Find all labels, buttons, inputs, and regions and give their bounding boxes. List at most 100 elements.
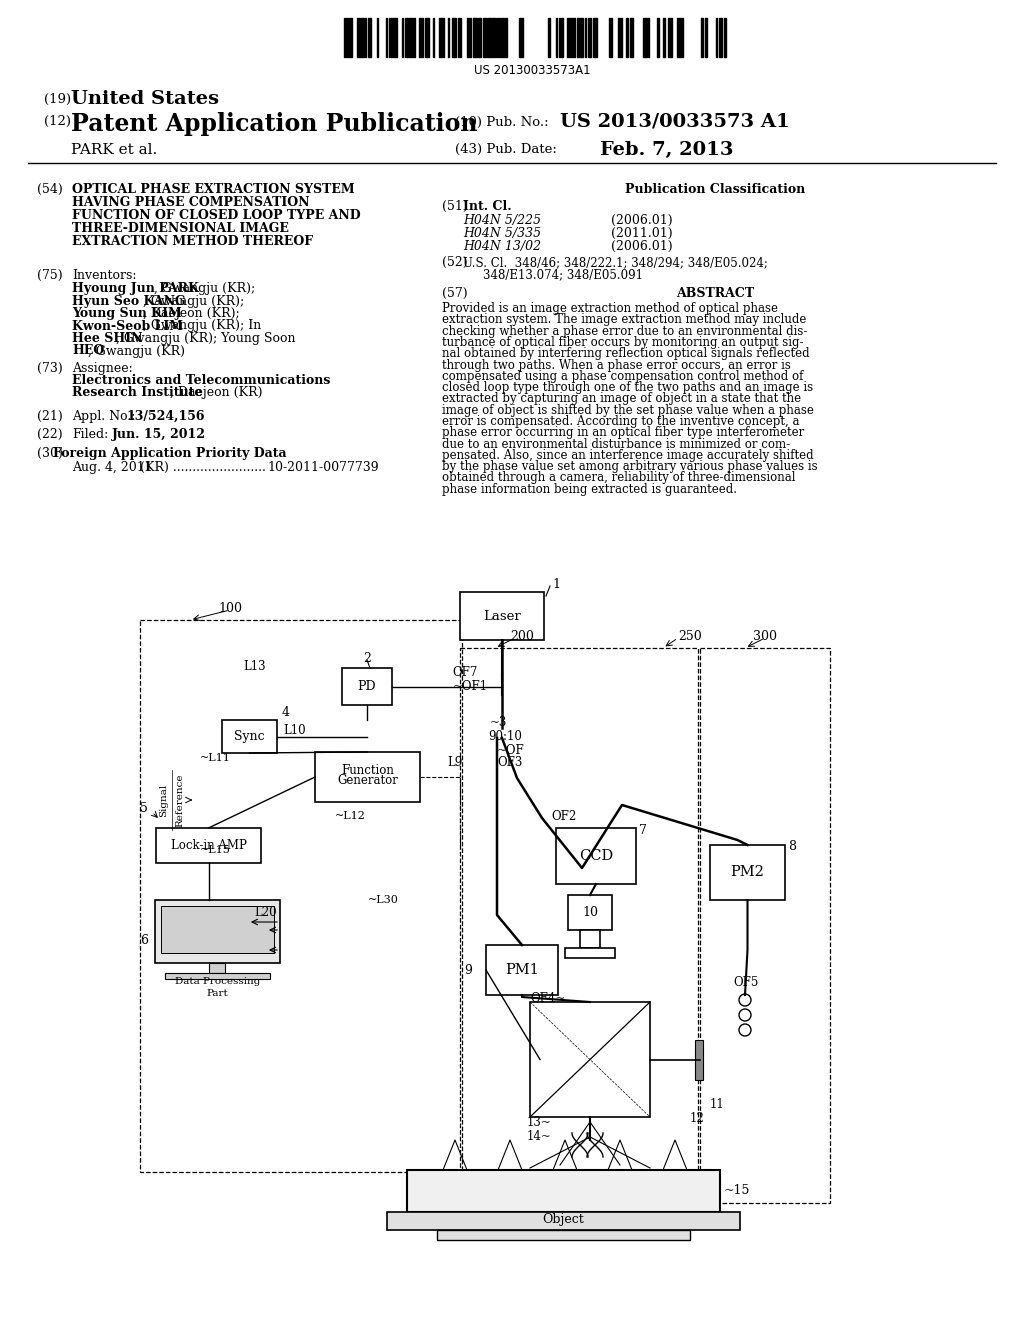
Text: U.S. Cl.  348/46; 348/222.1; 348/294; 348/E05.024;: U.S. Cl. 348/46; 348/222.1; 348/294; 348… [463,256,768,269]
Text: Appl. No.:: Appl. No.: [72,411,139,422]
Text: 200: 200 [510,630,534,643]
Text: United States: United States [71,90,219,108]
Text: (30): (30) [37,447,62,459]
Text: , Daejeon (KR);: , Daejeon (KR); [143,308,240,319]
Text: Part: Part [207,989,228,998]
Text: Filed:: Filed: [72,428,109,441]
Text: 10-2011-0077739: 10-2011-0077739 [267,461,379,474]
Bar [156,828,261,863]
Bar [568,895,612,931]
Text: image of object is shifted by the set phase value when a phase: image of object is shifted by the set ph… [442,404,814,417]
Text: (52): (52) [442,256,468,269]
Text: 13/524,156: 13/524,156 [127,411,206,422]
Text: (19): (19) [44,92,76,106]
Text: Feb. 7, 2013: Feb. 7, 2013 [600,141,733,158]
Text: (2006.01): (2006.01) [611,240,673,253]
Text: OF3: OF3 [497,756,522,770]
Bar [710,845,785,900]
Text: , Gwangju (KR);: , Gwangju (KR); [143,294,244,308]
Bar [165,973,270,979]
Text: Inventors:: Inventors: [72,269,136,282]
Text: Signal: Signal [160,783,169,817]
Text: 2: 2 [364,652,371,664]
Text: compensated using a phase compensation control method of: compensated using a phase compensation c… [442,370,804,383]
Text: EXTRACTION METHOD THEREOF: EXTRACTION METHOD THEREOF [72,235,313,248]
Bar [161,906,274,953]
Bar [695,1040,703,1080]
Bar [556,828,636,884]
Text: Aug. 4, 2011: Aug. 4, 2011 [72,461,153,474]
Text: 14~: 14~ [527,1130,552,1143]
Text: checking whether a phase error due to an environmental dis-: checking whether a phase error due to an… [442,325,807,338]
Text: OF2: OF2 [551,810,577,824]
Text: US 20130033573A1: US 20130033573A1 [474,63,590,77]
Text: , Gwangju (KR); In: , Gwangju (KR); In [143,319,261,333]
Text: 348/E13.074; 348/E05.091: 348/E13.074; 348/E05.091 [483,268,643,281]
Bar [407,1170,720,1212]
Text: extracted by capturing an image of object in a state that the: extracted by capturing an image of objec… [442,392,801,405]
Text: Function: Function [341,763,394,776]
Text: Electronics and Telecommunications: Electronics and Telecommunications [72,374,331,387]
Text: Assignee:: Assignee: [72,362,133,375]
Text: due to an environmental disturbance is minimized or com-: due to an environmental disturbance is m… [442,438,791,450]
Text: Jun. 15, 2012: Jun. 15, 2012 [112,428,206,441]
Text: by the phase value set among arbitrary various phase values is: by the phase value set among arbitrary v… [442,461,817,473]
Text: H04N 13/02: H04N 13/02 [463,240,541,253]
Text: OPTICAL PHASE EXTRACTION SYSTEM: OPTICAL PHASE EXTRACTION SYSTEM [72,183,354,195]
Bar [486,945,558,995]
Text: Hyun Seo KANG: Hyun Seo KANG [72,294,185,308]
Text: , Daejeon (KR): , Daejeon (KR) [170,385,262,399]
Text: 90:10: 90:10 [488,730,522,742]
Bar [222,719,278,752]
Text: Reference: Reference [175,774,184,826]
Text: Laser: Laser [483,610,521,623]
Text: nal obtained by interfering reflection optical signals reflected: nal obtained by interfering reflection o… [442,347,810,360]
Text: 7: 7 [639,825,647,837]
Text: 9: 9 [464,964,472,977]
Text: Hyoung Jun PARK: Hyoung Jun PARK [72,282,199,294]
Text: phase error occurring in an optical fiber type interferometer: phase error occurring in an optical fibe… [442,426,804,440]
Text: Provided is an image extraction method of optical phase: Provided is an image extraction method o… [442,302,778,315]
Text: Young Sun KIM: Young Sun KIM [72,308,181,319]
Text: phase information being extracted is guaranteed.: phase information being extracted is gua… [442,483,737,496]
Text: CCD: CCD [579,849,613,863]
Text: PD: PD [357,680,376,693]
Text: Lock-in AMP: Lock-in AMP [171,840,247,851]
Bar [530,1002,650,1117]
Text: , Gwangju (KR); Young Soon: , Gwangju (KR); Young Soon [116,333,295,345]
Text: ~L12: ~L12 [335,810,366,821]
Text: Foreign Application Priority Data: Foreign Application Priority Data [53,447,287,459]
Text: (12): (12) [44,115,75,128]
Text: (KR) ........................: (KR) ........................ [140,461,266,474]
Text: (10) Pub. No.:: (10) Pub. No.: [455,116,549,129]
Text: ~L30: ~L30 [368,895,399,906]
Text: obtained through a camera, reliability of three-dimensional: obtained through a camera, reliability o… [442,471,796,484]
Text: Int. Cl.: Int. Cl. [463,201,512,213]
Text: PM1: PM1 [505,964,539,977]
Text: 250: 250 [678,630,701,643]
Text: extraction system. The image extraction method may include: extraction system. The image extraction … [442,313,806,326]
Text: ABSTRACT: ABSTRACT [676,286,754,300]
Bar [315,752,420,803]
Text: Sync: Sync [234,730,265,743]
Text: HEO: HEO [72,345,104,358]
Text: pensated. Also, since an interference image accurately shifted: pensated. Also, since an interference im… [442,449,814,462]
Bar [437,1230,690,1239]
Text: turbance of optical fiber occurs by monitoring an output sig-: turbance of optical fiber occurs by moni… [442,335,804,348]
Text: error is compensated. According to the inventive concept, a: error is compensated. According to the i… [442,414,800,428]
Bar [565,948,615,958]
Bar [140,620,462,1172]
Text: (22): (22) [37,428,62,441]
Text: ~OF1: ~OF1 [453,680,488,693]
Text: L20: L20 [254,906,276,919]
Bar [580,931,600,948]
Text: US 2013/0033573 A1: US 2013/0033573 A1 [560,114,790,131]
Text: Data Processing: Data Processing [175,977,260,986]
Text: Patent Application Publication: Patent Application Publication [71,112,477,136]
Bar [387,1212,740,1230]
Text: 100: 100 [218,602,242,615]
Text: (2006.01): (2006.01) [611,214,673,227]
Text: 10: 10 [582,906,598,919]
Text: ~L11: ~L11 [200,752,230,763]
Bar [460,648,698,1203]
